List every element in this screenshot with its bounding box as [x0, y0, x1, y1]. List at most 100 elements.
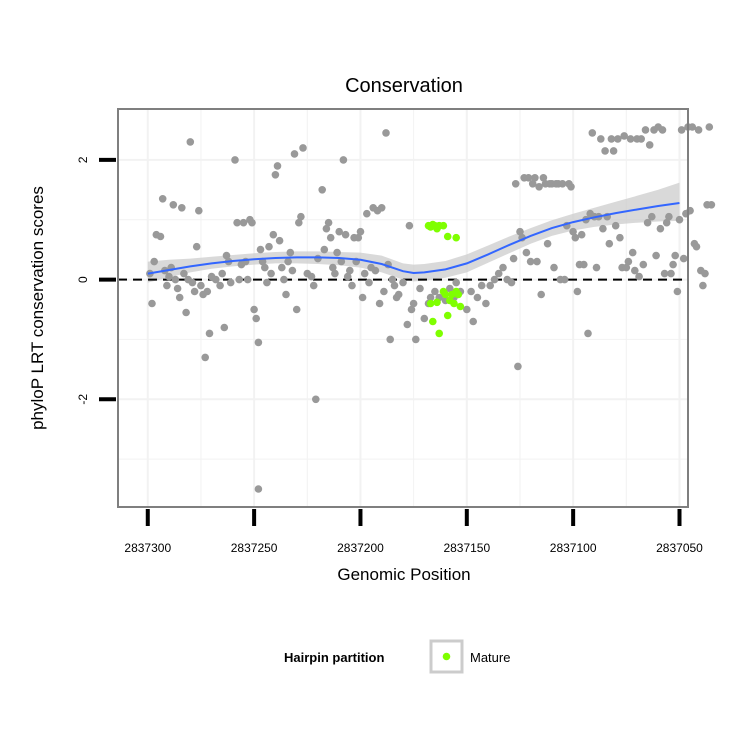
- data-point: [180, 269, 188, 278]
- data-point: [231, 156, 239, 164]
- data-point: [637, 135, 645, 143]
- data-point: [297, 212, 305, 221]
- data-point: [452, 278, 461, 287]
- data-point: [403, 320, 412, 329]
- data-point: [533, 257, 541, 266]
- plot-panel: [117, 108, 716, 508]
- mature-data-point: [429, 317, 437, 326]
- data-point: [643, 218, 652, 227]
- x-tick-label: 2837150: [443, 541, 490, 555]
- data-point: [467, 287, 475, 296]
- mature-data-point: [441, 290, 450, 299]
- data-point: [341, 230, 350, 239]
- data-point: [173, 284, 182, 293]
- data-point: [645, 141, 654, 149]
- data-point: [178, 204, 186, 212]
- legend-key-box: [429, 639, 464, 674]
- data-point: [601, 147, 609, 155]
- data-point: [679, 254, 688, 263]
- data-point: [290, 150, 299, 158]
- data-point: [692, 242, 701, 251]
- points-layer: [146, 123, 716, 493]
- data-point: [148, 299, 156, 308]
- data-point: [256, 245, 265, 254]
- data-point: [288, 266, 297, 275]
- data-point: [216, 281, 224, 290]
- data-point: [622, 263, 631, 272]
- data-point: [360, 269, 369, 278]
- data-point: [658, 126, 667, 134]
- data-point: [394, 290, 403, 299]
- data-point: [609, 147, 618, 155]
- data-point: [635, 272, 643, 281]
- x-tick-label: 2837100: [550, 541, 597, 555]
- data-point: [275, 236, 284, 245]
- data-point: [203, 287, 212, 296]
- data-point: [171, 275, 180, 284]
- data-point: [329, 263, 337, 272]
- mature-data-point: [439, 221, 448, 230]
- data-point: [543, 239, 552, 248]
- data-point: [407, 305, 416, 314]
- data-point: [380, 287, 388, 296]
- data-point: [577, 230, 586, 239]
- data-point: [218, 269, 226, 278]
- data-point: [388, 275, 397, 284]
- data-point: [660, 269, 669, 278]
- data-point: [507, 278, 516, 287]
- data-point: [390, 281, 399, 290]
- x-tick-label: 2837250: [231, 541, 278, 555]
- data-point: [320, 245, 329, 254]
- data-point: [375, 299, 384, 308]
- data-point: [365, 278, 373, 287]
- data-point: [628, 248, 637, 257]
- y-tick-label: 2: [76, 156, 90, 163]
- data-point: [701, 269, 709, 278]
- data-point: [477, 281, 486, 290]
- data-point: [263, 278, 271, 287]
- data-point: [528, 180, 537, 188]
- data-point: [624, 257, 633, 266]
- mature-data-point: [435, 329, 444, 338]
- data-point: [420, 314, 429, 323]
- data-point: [333, 248, 341, 257]
- data-point: [571, 233, 580, 242]
- plot-background: [118, 109, 688, 507]
- panel-border: [117, 108, 689, 508]
- data-point: [175, 293, 184, 302]
- data-point: [463, 305, 471, 314]
- data-point: [605, 239, 614, 248]
- data-point: [182, 308, 190, 317]
- data-point: [558, 180, 567, 188]
- data-point: [248, 218, 256, 227]
- data-point: [273, 162, 282, 170]
- data-point: [665, 212, 673, 221]
- data-point: [267, 269, 275, 278]
- y-axis-label: phyloP LRT conservation scores: [28, 186, 47, 430]
- data-point: [377, 204, 386, 212]
- legend-label-mature: Mature: [470, 650, 510, 665]
- data-point: [667, 269, 675, 278]
- data-point: [486, 281, 495, 290]
- data-point: [343, 272, 352, 281]
- data-point: [205, 329, 214, 338]
- smooth-line-layer: [147, 202, 680, 275]
- data-point: [707, 201, 716, 209]
- data-point: [631, 266, 639, 275]
- x-tick-label: 2837050: [656, 541, 703, 555]
- data-point: [222, 251, 231, 260]
- mature-data-point: [443, 311, 452, 320]
- x-tick-label: 2837300: [124, 541, 171, 555]
- data-point: [616, 233, 624, 242]
- x-tick-label: 2837200: [337, 541, 384, 555]
- data-point: [473, 293, 482, 302]
- data-point: [292, 305, 301, 314]
- data-point: [201, 353, 209, 362]
- data-point: [641, 126, 650, 134]
- data-point: [416, 284, 424, 293]
- y-tick-label: -2: [76, 394, 90, 405]
- data-point: [699, 281, 707, 290]
- data-point: [318, 186, 327, 194]
- data-point: [511, 180, 520, 188]
- data-point: [233, 218, 241, 227]
